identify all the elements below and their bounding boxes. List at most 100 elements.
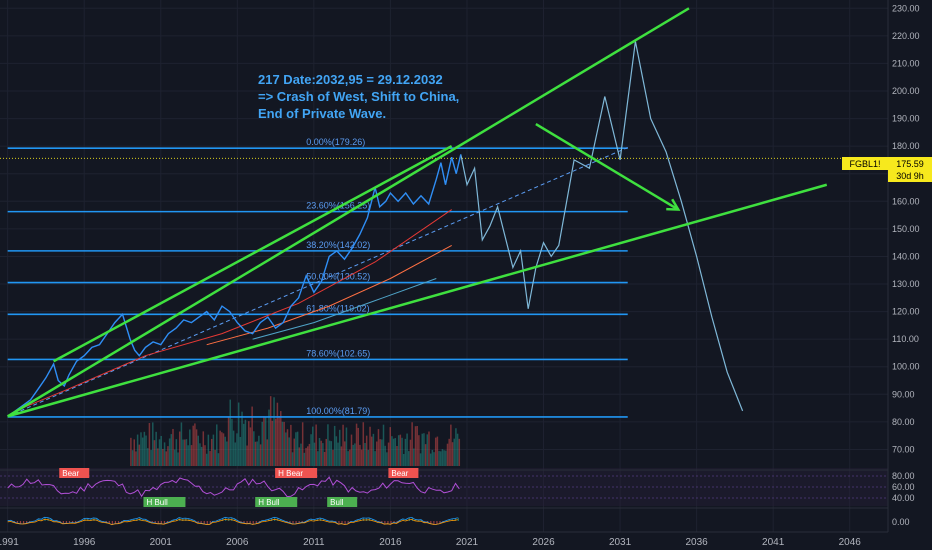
volume-bar <box>150 450 152 466</box>
volume-bar <box>391 436 393 466</box>
volume-bar <box>286 429 289 466</box>
volume-bar <box>445 450 447 466</box>
macd-histogram-bar <box>362 517 365 521</box>
macd-histogram-bar <box>188 518 190 521</box>
macd-histogram-bar <box>160 521 162 524</box>
y-tick-label: 140.00 <box>892 251 920 261</box>
macd-histogram-bar <box>316 518 319 521</box>
volume-bar <box>269 396 272 466</box>
macd-histogram-bar <box>381 521 383 523</box>
drawing-tools[interactable] <box>7 7 828 418</box>
volume-bar <box>216 424 218 466</box>
volume-bar <box>428 431 430 466</box>
macd-histogram-bar <box>151 521 153 523</box>
macd-histogram-bar <box>139 517 141 521</box>
annotation-text[interactable]: 217 Date:2032,95 = 29.12.2032 => Crash o… <box>258 72 459 121</box>
volume-bar <box>197 435 200 466</box>
macd-histogram-bar <box>117 521 120 524</box>
volume-bar <box>344 441 346 466</box>
volume-bar <box>337 442 339 466</box>
volume-bar <box>241 411 243 466</box>
volume-bar <box>155 431 157 466</box>
x-tick-label: 2011 <box>303 537 325 548</box>
volume-bar <box>413 448 415 466</box>
volume-bar <box>145 435 147 466</box>
fib-retracement[interactable]: 0.00%(179.26) 23.60%(156.25) 38.20%(142.02… <box>0 137 888 418</box>
volume-bar <box>268 409 270 466</box>
volume-bar <box>222 433 225 466</box>
macd-histogram-bar <box>384 521 386 525</box>
volume-bar <box>440 451 442 466</box>
volume-bar <box>325 438 327 466</box>
macd-histogram-bar <box>96 518 98 521</box>
volume-bar <box>283 421 285 466</box>
volume-bar <box>448 438 450 466</box>
volume-bar <box>404 438 407 466</box>
volume-bar <box>291 452 294 466</box>
volume-bar <box>280 411 282 466</box>
y-tick-label: 70.00 <box>892 444 915 454</box>
volume-bar <box>453 438 455 466</box>
volume-bar <box>133 439 136 466</box>
volume-bar <box>131 450 134 466</box>
volume-bar <box>214 449 216 466</box>
macd-histogram-bar <box>173 519 175 521</box>
volume-bar <box>173 449 176 466</box>
y-tick-label: 210.00 <box>892 58 920 68</box>
x-tick-label: 2031 <box>609 537 632 548</box>
fib-level-label: 38.20%(142.02) <box>306 240 370 250</box>
volume-bar <box>249 427 252 466</box>
volume-bar <box>148 423 151 466</box>
macd-histogram-bar <box>19 521 22 524</box>
volume-bar <box>160 435 162 466</box>
volume-bar <box>312 426 314 466</box>
volume-bar <box>266 439 269 466</box>
macd-signal-line <box>7 518 458 526</box>
volume-bar <box>436 436 439 466</box>
symbol-badge <box>842 157 888 170</box>
fib-level-label: 61.80%(119.02) <box>306 303 369 313</box>
volume-bar <box>305 447 307 466</box>
volume-bar <box>244 419 247 466</box>
volume-bar <box>349 449 351 466</box>
volume-bar <box>389 427 391 466</box>
volume-bar <box>434 437 437 466</box>
volume-bar <box>239 436 242 466</box>
macd-histogram-bar <box>81 520 83 521</box>
y-tick-label: 90.00 <box>892 389 915 399</box>
macd-histogram-bar <box>417 519 420 521</box>
volume-bar <box>323 452 326 466</box>
macd-histogram-bar <box>13 521 15 522</box>
rsi-tick-label: 80.00 <box>892 471 915 481</box>
volume-bar <box>175 439 178 466</box>
volume-bar <box>199 443 201 466</box>
upper-trendline <box>7 7 690 418</box>
macd-histogram-bar <box>457 517 459 521</box>
volume-bar <box>227 416 230 466</box>
volume-bar <box>357 427 359 466</box>
fib-level-label: 0.00%(179.26) <box>306 137 365 147</box>
volume-bar <box>167 446 169 466</box>
volume-bar <box>165 451 168 466</box>
volume-bar <box>274 418 277 466</box>
rsi-bull-label: Bull <box>330 498 344 507</box>
volume-bar <box>370 436 373 466</box>
macd-histogram-bar <box>451 518 453 521</box>
volume-bar <box>355 423 358 466</box>
macd-histogram-bar <box>424 521 426 523</box>
volume-bar <box>446 443 449 466</box>
volume-bar <box>153 440 156 466</box>
macd-histogram-bar <box>16 521 19 523</box>
y-tick-label: 230.00 <box>892 3 920 13</box>
macd-histogram-bar <box>47 517 49 521</box>
volume-bar <box>195 429 198 466</box>
volume-bar <box>401 437 403 466</box>
volume-bar <box>258 435 260 466</box>
macd-histogram-bar <box>439 521 441 524</box>
macd-histogram-bar <box>399 520 401 521</box>
volume-bar <box>300 443 302 466</box>
volume-bar <box>332 449 334 466</box>
x-tick-label: 2001 <box>150 537 173 548</box>
